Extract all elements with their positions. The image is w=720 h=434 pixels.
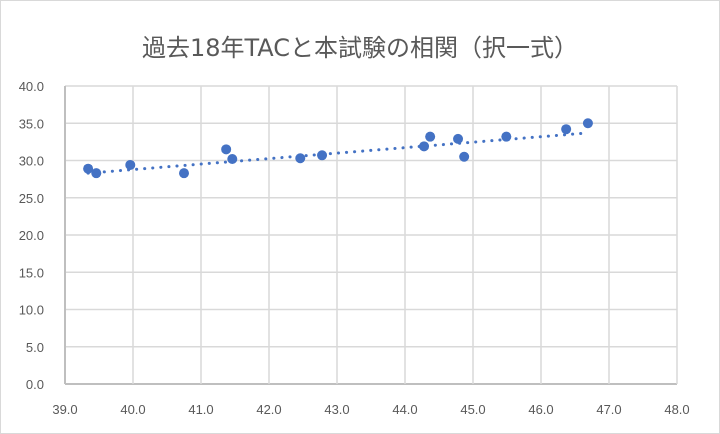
data-point	[582, 118, 593, 129]
data-point	[317, 150, 328, 161]
x-tick-label: 41.0	[188, 402, 213, 417]
trendline	[86, 131, 590, 175]
data-point	[425, 131, 436, 142]
data-point	[125, 159, 136, 170]
data-point	[453, 133, 464, 144]
data-point	[83, 163, 94, 174]
y-tick-label: 25.0	[19, 191, 44, 206]
x-tick-label: 44.0	[392, 402, 417, 417]
x-tick-label: 43.0	[324, 402, 349, 417]
y-tick-label: 10.0	[19, 303, 44, 318]
y-tick-label: 0.0	[26, 377, 44, 392]
data-point	[179, 168, 189, 179]
x-tick-label: 42.0	[256, 402, 281, 417]
data-point	[295, 153, 306, 164]
y-tick-label: 30.0	[19, 154, 44, 169]
y-tick-label: 20.0	[19, 228, 44, 243]
x-tick-label: 48.0	[664, 402, 689, 417]
data-point	[91, 168, 102, 179]
x-tick-label: 47.0	[596, 402, 621, 417]
data-point	[419, 141, 430, 152]
data-point	[561, 124, 572, 135]
data-point	[501, 131, 512, 142]
data-point	[459, 151, 470, 162]
data-point	[221, 144, 232, 155]
x-tick-label: 40.0	[120, 402, 145, 417]
x-tick-label: 46.0	[528, 402, 553, 417]
y-tick-label: 5.0	[26, 340, 44, 355]
y-tick-label: 15.0	[19, 265, 44, 280]
y-tick-label: 35.0	[19, 116, 44, 131]
x-tick-label: 39.0	[52, 402, 77, 417]
y-tick-label: 40.0	[19, 79, 44, 94]
x-tick-label: 45.0	[460, 402, 485, 417]
data-point	[227, 154, 238, 165]
chart-title: 過去18年TACと本試験の相関（択一式）	[141, 34, 579, 62]
